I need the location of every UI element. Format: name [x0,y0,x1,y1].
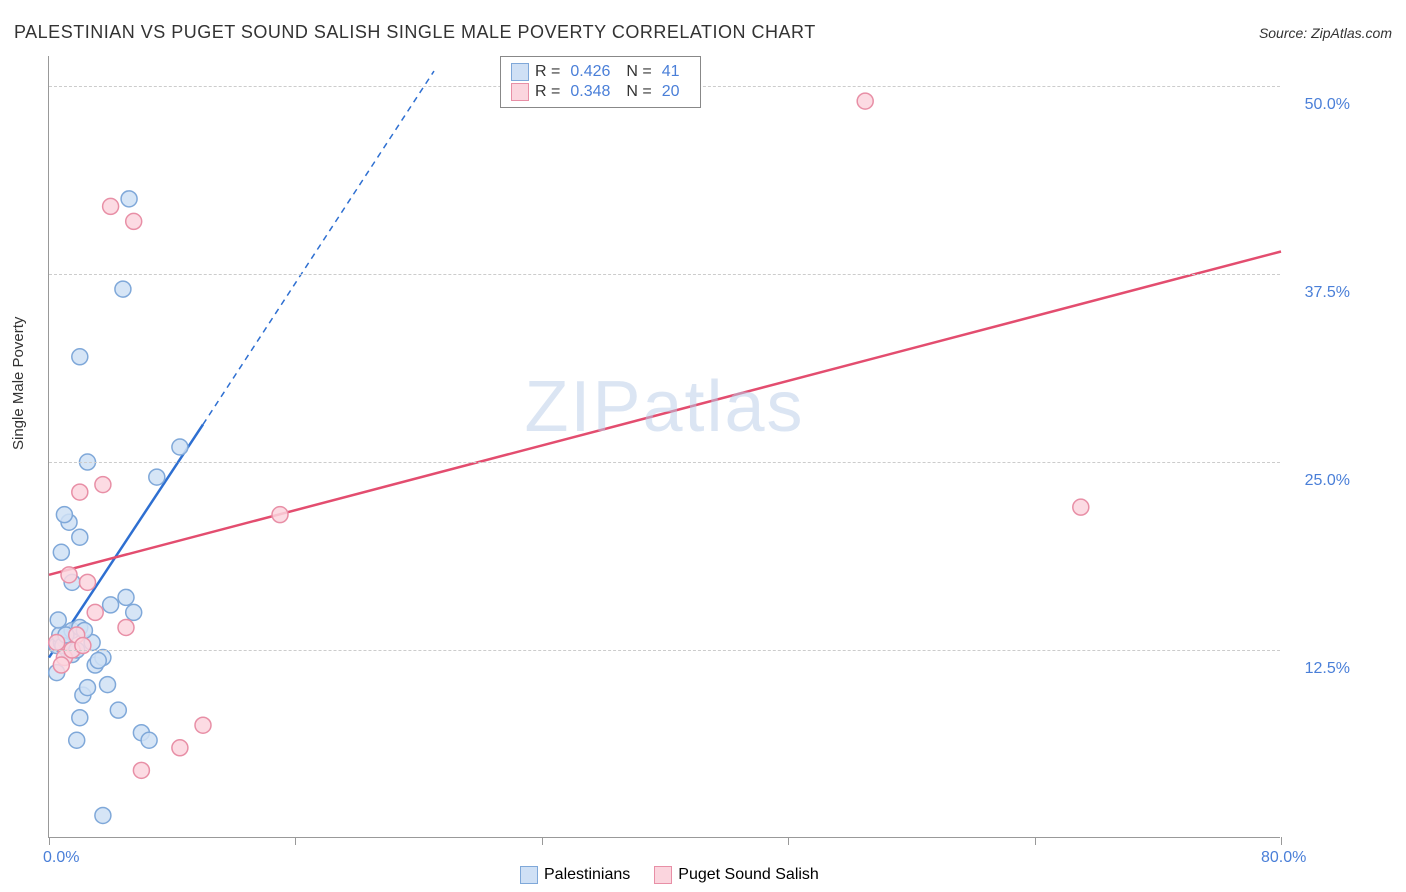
data-point [56,507,72,523]
data-point [115,281,131,297]
data-point [172,740,188,756]
data-point [100,677,116,693]
source-label: Source: [1259,25,1311,41]
chart-title: PALESTINIAN VS PUGET SOUND SALISH SINGLE… [14,22,816,43]
data-point [1073,499,1089,515]
legend-n-value-1: 41 [662,63,680,81]
legend-swatch-pink [654,866,672,884]
title-bar: PALESTINIAN VS PUGET SOUND SALISH SINGLE… [14,22,1392,43]
legend-swatch-blue [520,866,538,884]
data-point [103,597,119,613]
y-tick-label: 12.5% [1305,660,1350,678]
data-point [121,191,137,207]
data-point [49,635,65,651]
data-point [95,477,111,493]
data-point [118,589,134,605]
data-point [50,612,66,628]
trend-line-extension [203,71,434,424]
y-tick-label: 37.5% [1305,284,1350,302]
series-legend-label-2: Puget Sound Salish [678,866,819,884]
data-point [90,653,106,669]
y-tick-label: 25.0% [1305,472,1350,490]
data-point [126,213,142,229]
x-tick [1281,837,1282,845]
series-legend: Palestinians Puget Sound Salish [520,866,819,884]
chart-container: PALESTINIAN VS PUGET SOUND SALISH SINGLE… [0,0,1406,892]
correlation-legend-row-1: R = 0.426 N = 41 [511,63,690,81]
data-point [118,619,134,635]
legend-n-label: N = [626,63,651,81]
legend-r-label: R = [535,83,560,101]
correlation-legend-row-2: R = 0.348 N = 20 [511,83,690,101]
source-attribution: Source: ZipAtlas.com [1259,25,1392,41]
series-legend-label-1: Palestinians [544,866,630,884]
source-name: ZipAtlas.com [1311,25,1392,41]
gridline [49,462,1280,463]
data-point [72,710,88,726]
data-point [272,507,288,523]
legend-r-value-1: 0.426 [570,63,610,81]
plot-svg [49,56,1280,837]
data-point [172,439,188,455]
x-tick [542,837,543,845]
y-tick-label: 50.0% [1305,96,1350,114]
data-point [95,807,111,823]
trend-line [49,252,1281,575]
series-legend-item-2: Puget Sound Salish [654,866,819,884]
data-point [61,567,77,583]
data-point [126,604,142,620]
data-point [75,638,91,654]
data-point [133,762,149,778]
data-point [149,469,165,485]
gridline [49,650,1280,651]
data-point [195,717,211,733]
data-point [72,349,88,365]
legend-swatch-blue [511,63,529,81]
x-tick [788,837,789,845]
legend-n-value-2: 20 [662,83,680,101]
data-point [53,657,69,673]
data-point [110,702,126,718]
gridline [49,274,1280,275]
y-axis-label: Single Male Poverty [10,317,27,450]
data-point [80,680,96,696]
data-point [53,544,69,560]
series-legend-item-1: Palestinians [520,866,630,884]
x-tick [49,837,50,845]
correlation-legend: R = 0.426 N = 41 R = 0.348 N = 20 [500,56,701,108]
data-point [103,198,119,214]
data-point [141,732,157,748]
data-point [69,732,85,748]
data-point [72,529,88,545]
data-point [72,484,88,500]
legend-swatch-pink [511,83,529,101]
x-tick-label: 80.0% [1261,849,1306,867]
data-point [87,604,103,620]
x-tick [1035,837,1036,845]
legend-r-label: R = [535,63,560,81]
plot-area: ZIPatlas 12.5%25.0%37.5%50.0%0.0%80.0% [48,56,1280,838]
legend-n-label: N = [626,83,651,101]
legend-r-value-2: 0.348 [570,83,610,101]
data-point [80,574,96,590]
x-tick-label: 0.0% [43,849,79,867]
data-point [857,93,873,109]
x-tick [295,837,296,845]
